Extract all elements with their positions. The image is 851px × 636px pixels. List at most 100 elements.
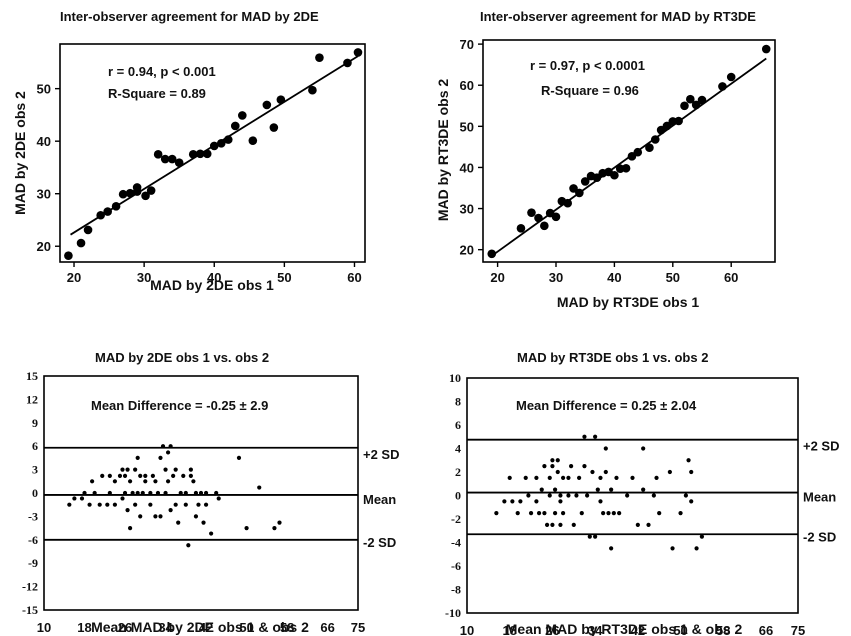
y-tick-label: -12	[22, 580, 38, 594]
y-tick-label: 30	[37, 187, 51, 202]
data-point	[542, 464, 547, 469]
data-point	[67, 502, 72, 507]
data-point	[112, 502, 118, 507]
data-point	[603, 446, 608, 451]
data-point	[76, 238, 86, 248]
data-point	[127, 479, 133, 484]
data-point	[135, 490, 140, 496]
data-point	[163, 490, 168, 496]
data-point	[181, 473, 186, 478]
data-point	[183, 490, 188, 496]
r-square-annotation: R-Square = 0.96	[541, 83, 639, 98]
x-axis-label: Mean MAD by RT3DE obs 1 & obs 2	[506, 621, 743, 636]
chart-title: Inter-observer agreement for MAD by 2DE	[60, 9, 319, 24]
reference-line-label: -2 SD	[803, 529, 836, 544]
data-point	[670, 546, 675, 551]
data-point	[585, 493, 590, 498]
x-tick-label: 34	[158, 620, 173, 635]
x-tick-label: 50	[673, 623, 687, 636]
data-point	[678, 511, 683, 516]
data-point	[689, 469, 694, 475]
data-point	[552, 511, 558, 516]
data-point	[216, 138, 226, 148]
x-tick-label: 50	[277, 270, 291, 285]
data-point	[598, 499, 603, 504]
data-point	[148, 490, 153, 496]
data-point	[534, 213, 543, 223]
data-point	[198, 490, 204, 496]
plot-frame	[466, 377, 799, 614]
data-point	[153, 479, 158, 484]
data-point	[315, 53, 324, 62]
data-point	[580, 177, 590, 186]
data-point	[163, 467, 168, 472]
data-point	[494, 511, 499, 516]
data-point	[625, 493, 630, 498]
data-point	[140, 490, 145, 496]
data-point	[237, 111, 247, 120]
data-point	[547, 475, 552, 480]
data-point	[125, 508, 130, 513]
data-point	[558, 522, 563, 527]
data-point	[527, 208, 536, 217]
bland-altman-rt3de-panel: MAD by RT3DE obs 1 vs. obs 2 Mean Differ…	[445, 350, 840, 636]
data-point	[143, 479, 148, 484]
y-tick-label: 30	[460, 202, 474, 217]
y-tick-label: 6	[32, 439, 38, 453]
data-point	[183, 502, 188, 507]
data-point	[536, 511, 542, 516]
data-point	[107, 490, 112, 496]
data-point	[155, 490, 161, 496]
x-tick-label: 58	[280, 620, 294, 635]
y-tick-label: 6	[455, 418, 461, 432]
data-point	[645, 143, 654, 153]
data-point	[574, 493, 579, 498]
y-tick-label: 20	[460, 243, 474, 258]
data-point	[188, 473, 193, 478]
scatter-2de-panel: Inter-observer agreement for MAD by 2DE …	[12, 9, 366, 293]
data-point	[64, 251, 73, 260]
data-point	[606, 511, 611, 516]
data-point	[552, 487, 558, 492]
data-point	[150, 473, 155, 478]
data-point	[87, 502, 92, 507]
x-tick-label: 18	[77, 620, 91, 635]
data-point	[566, 493, 571, 498]
x-tick-label: 26	[118, 620, 132, 635]
data-point	[582, 434, 587, 439]
data-point	[761, 44, 771, 54]
data-point	[544, 522, 550, 527]
data-point	[168, 444, 173, 449]
data-point	[587, 534, 592, 539]
x-tick-label: 10	[37, 620, 51, 635]
y-tick-label: -9	[28, 556, 38, 570]
data-point	[603, 469, 608, 475]
data-point	[550, 464, 555, 469]
plot-frame	[482, 39, 776, 263]
data-point	[133, 502, 138, 507]
data-point	[560, 475, 566, 480]
data-point	[569, 184, 578, 193]
data-point	[83, 225, 93, 235]
x-tick-label: 20	[67, 270, 81, 285]
data-point	[691, 100, 701, 110]
data-point	[158, 455, 163, 460]
y-tick-label: -8	[451, 583, 461, 597]
data-point	[79, 496, 85, 501]
data-point	[593, 434, 598, 439]
data-point	[203, 502, 209, 507]
data-point	[107, 473, 112, 478]
data-point	[598, 475, 603, 480]
data-point	[100, 473, 105, 478]
data-point	[510, 499, 515, 504]
x-tick-label: 20	[490, 270, 504, 285]
data-point	[193, 514, 199, 519]
data-point	[165, 479, 171, 484]
mean-difference-annotation: Mean Difference = 0.25 ± 2.04	[516, 398, 697, 413]
data-point	[611, 511, 616, 516]
y-tick-label: 40	[37, 134, 51, 149]
data-point	[186, 543, 191, 548]
data-point	[590, 469, 595, 475]
data-point	[595, 487, 600, 492]
data-point	[153, 150, 163, 159]
